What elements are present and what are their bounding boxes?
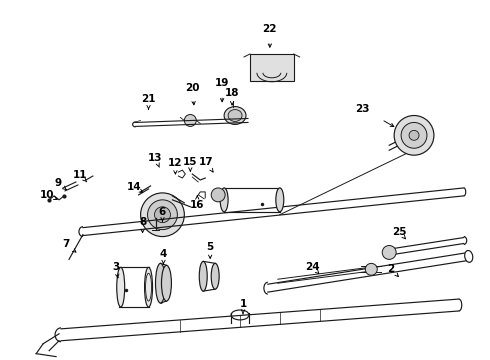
Ellipse shape — [155, 264, 166, 303]
Circle shape — [382, 246, 396, 260]
Text: 3: 3 — [112, 262, 120, 272]
Circle shape — [147, 200, 177, 230]
Circle shape — [409, 130, 419, 140]
Circle shape — [366, 264, 377, 275]
Text: 16: 16 — [190, 200, 204, 210]
Ellipse shape — [211, 264, 219, 289]
Circle shape — [211, 188, 225, 202]
Circle shape — [184, 114, 196, 126]
Ellipse shape — [220, 188, 228, 212]
Text: 22: 22 — [263, 24, 277, 34]
Text: 20: 20 — [185, 83, 199, 93]
Text: 11: 11 — [73, 170, 87, 180]
Text: 2: 2 — [388, 264, 395, 274]
Text: 21: 21 — [141, 94, 156, 104]
Ellipse shape — [276, 188, 284, 212]
Text: 15: 15 — [183, 157, 197, 167]
Text: 6: 6 — [159, 207, 166, 217]
Ellipse shape — [228, 109, 242, 121]
Circle shape — [141, 193, 184, 237]
Ellipse shape — [199, 261, 207, 291]
Text: 23: 23 — [355, 104, 369, 113]
Ellipse shape — [117, 267, 124, 307]
Text: 1: 1 — [240, 299, 246, 309]
Ellipse shape — [162, 265, 172, 301]
Text: 24: 24 — [305, 262, 320, 272]
Text: 13: 13 — [148, 153, 163, 163]
Circle shape — [401, 122, 427, 148]
Ellipse shape — [145, 267, 152, 307]
Ellipse shape — [224, 107, 246, 125]
Text: 14: 14 — [126, 182, 141, 192]
Text: 25: 25 — [392, 226, 406, 237]
Text: 12: 12 — [168, 158, 183, 168]
Circle shape — [394, 116, 434, 155]
Text: 8: 8 — [139, 217, 146, 227]
Text: 17: 17 — [199, 157, 214, 167]
Circle shape — [154, 207, 171, 223]
Text: 10: 10 — [40, 190, 54, 200]
Text: 9: 9 — [54, 178, 62, 188]
Text: 18: 18 — [225, 88, 239, 98]
Polygon shape — [250, 54, 294, 81]
Text: 19: 19 — [215, 78, 229, 88]
Ellipse shape — [465, 251, 473, 262]
Text: 4: 4 — [160, 249, 167, 260]
Text: 5: 5 — [207, 243, 214, 252]
Text: 7: 7 — [62, 239, 70, 249]
